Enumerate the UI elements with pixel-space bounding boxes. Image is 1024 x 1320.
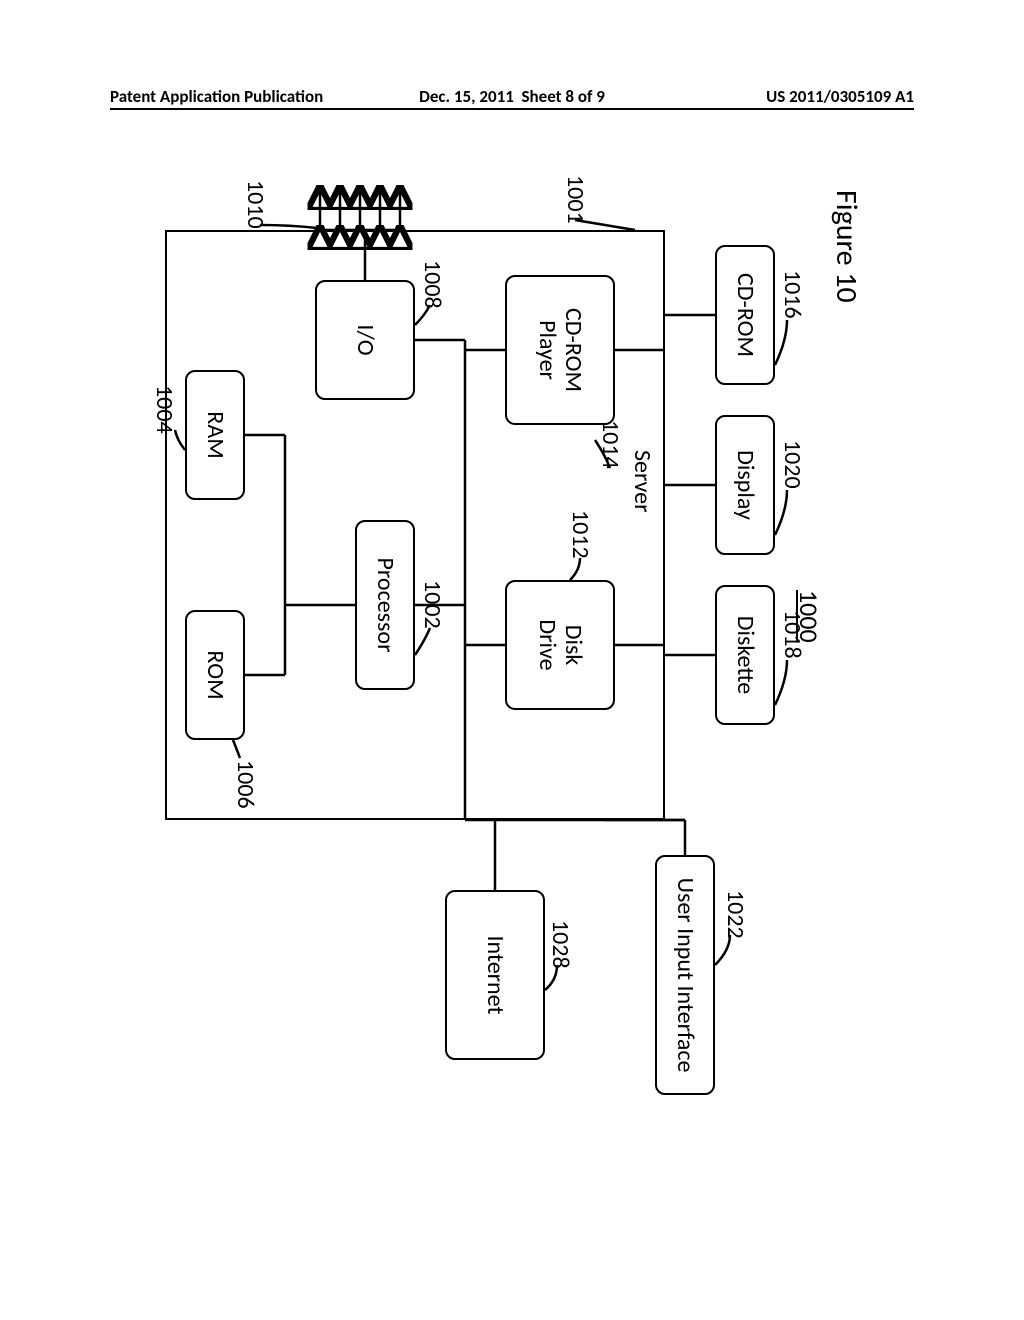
figure-rotated-canvas: Figure 10 1000 CD-ROM Display Diskette S…: [145, 190, 865, 1110]
figure-wrap: Figure 10 1000 CD-ROM Display Diskette S…: [145, 190, 865, 1110]
page: Patent Application Publication Dec. 15, …: [0, 0, 1024, 1320]
header-left: Patent Application Publication: [110, 86, 378, 108]
header-mid: Dec. 15, 2011 Sheet 8 of 9: [378, 86, 646, 108]
page-header: Patent Application Publication Dec. 15, …: [110, 86, 914, 110]
header-right: US 2011/0305109 A1: [646, 86, 914, 108]
connectors: [145, 190, 865, 1110]
